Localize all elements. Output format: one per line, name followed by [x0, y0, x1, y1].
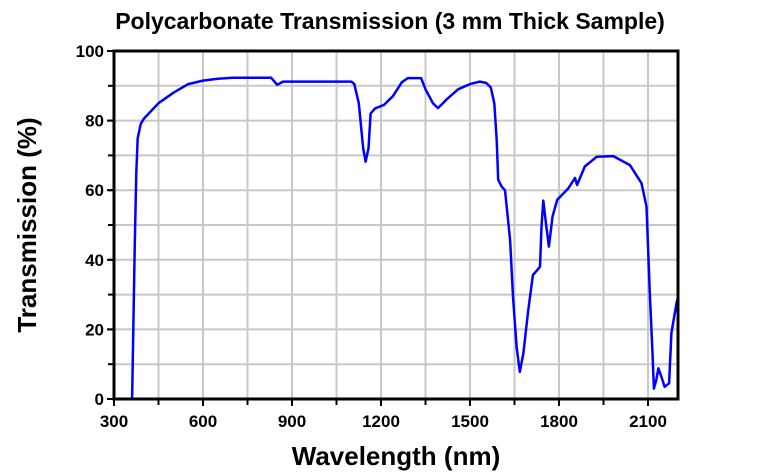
y-tick-label: 80: [85, 112, 104, 131]
x-tick-label: 1500: [451, 412, 489, 431]
y-tick-label: 0: [95, 390, 104, 409]
x-tick-label: 900: [278, 412, 306, 431]
chart-title: Polycarbonate Transmission (3 mm Thick S…: [115, 8, 665, 34]
x-tick-label: 2100: [629, 412, 667, 431]
y-tick-label: 60: [85, 181, 104, 200]
y-axis-label: Transmission (%): [12, 117, 42, 332]
x-tick-label: 1800: [540, 412, 578, 431]
x-axis-label: Wavelength (nm): [292, 441, 500, 471]
y-tick-label: 20: [85, 320, 104, 339]
grid: [114, 51, 678, 399]
transmission-line: [130, 76, 679, 400]
x-tick-label: 600: [189, 412, 217, 431]
y-tick-label: 100: [76, 42, 104, 61]
y-tick-label: 40: [85, 251, 104, 270]
x-tick-label: 300: [100, 412, 128, 431]
x-tick-label: 1200: [362, 412, 400, 431]
axis-ticks: 300 600 900 1200 1500 1800 2100 0 20 40 60 80 100: [76, 42, 667, 431]
